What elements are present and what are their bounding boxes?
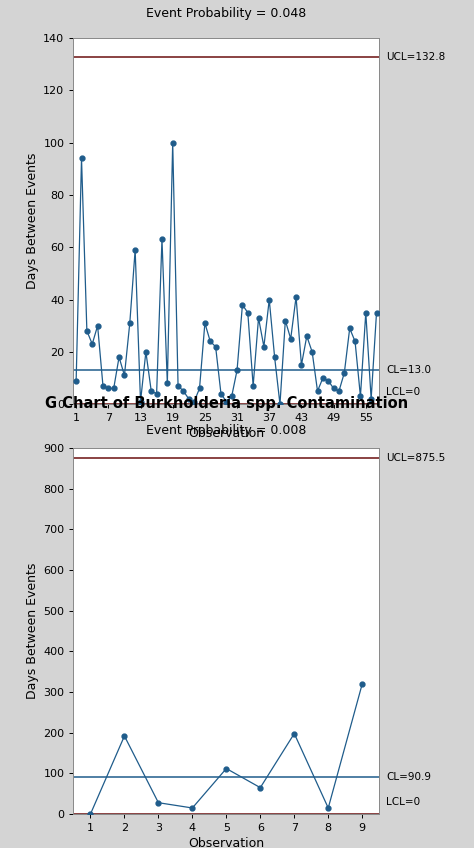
Text: G Chart of Burkholderia spp. Contamination: G Chart of Burkholderia spp. Contaminati… (45, 397, 408, 411)
Text: UCL=132.8: UCL=132.8 (386, 52, 446, 62)
Text: CL=13.0: CL=13.0 (386, 365, 431, 375)
Text: Event Probability = 0.048: Event Probability = 0.048 (146, 7, 307, 20)
Text: LCL=0: LCL=0 (386, 797, 420, 807)
Y-axis label: Days Between Events: Days Between Events (26, 153, 39, 289)
Text: LCL=0: LCL=0 (386, 388, 420, 397)
Text: UCL=875.5: UCL=875.5 (386, 453, 446, 463)
X-axis label: Observation: Observation (188, 837, 264, 848)
X-axis label: Observation: Observation (188, 427, 264, 440)
Y-axis label: Days Between Events: Days Between Events (26, 563, 39, 700)
Text: CL=90.9: CL=90.9 (386, 773, 431, 782)
Text: Event Probability = 0.008: Event Probability = 0.008 (146, 424, 307, 437)
